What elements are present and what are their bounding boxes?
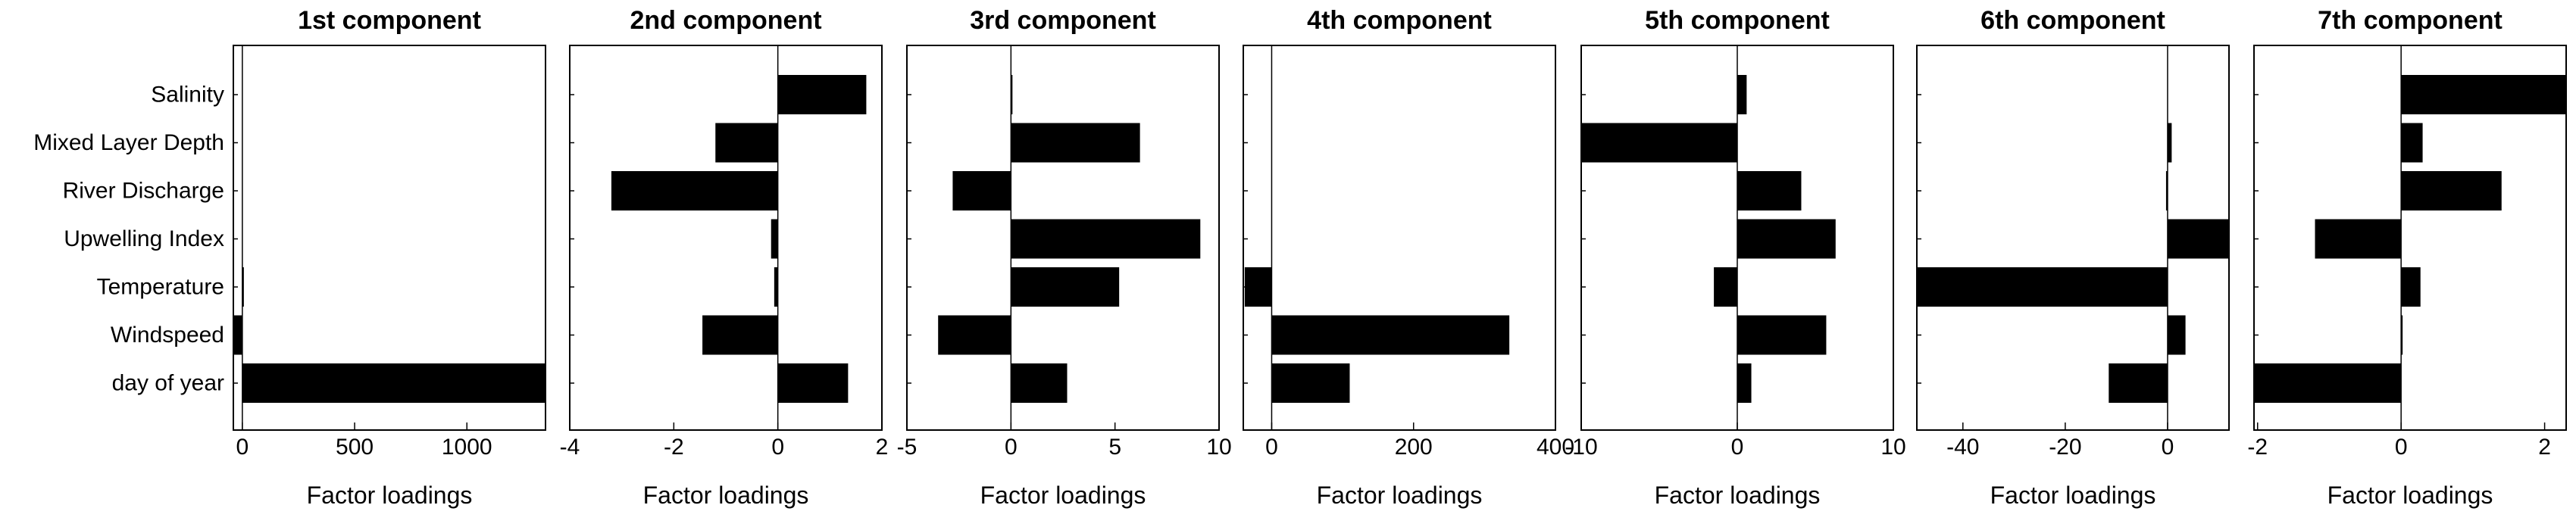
bar (1244, 267, 1272, 307)
x-axis-label: Factor loadings (1317, 482, 1483, 509)
bar (2167, 219, 2229, 259)
bar (2167, 315, 2186, 355)
panel-title: 1st component (298, 6, 481, 35)
x-axis-label: Factor loadings (1990, 482, 2156, 509)
x-tick-label: 0 (2162, 435, 2174, 460)
bar (2401, 267, 2421, 307)
bar (2401, 171, 2502, 210)
bar (2315, 219, 2402, 259)
x-tick-label: 200 (1395, 435, 1433, 460)
x-tick-label: 500 (336, 435, 374, 460)
plot-frame (233, 45, 546, 431)
x-axis-label: Factor loadings (2327, 482, 2493, 509)
x-tick-label: -5 (897, 435, 918, 460)
bar (2401, 123, 2423, 163)
bar (1011, 363, 1068, 403)
x-axis-label: Factor loadings (980, 482, 1146, 509)
bar (1011, 219, 1201, 259)
bar (2165, 171, 2168, 210)
category-label: Salinity (151, 83, 224, 108)
x-axis-label: Factor loadings (1655, 482, 1821, 509)
x-tick-label: -40 (1946, 435, 1979, 460)
bar (1737, 219, 1836, 259)
bar (1271, 315, 1510, 355)
x-tick-label: 5 (1108, 435, 1121, 460)
bar (2401, 315, 2403, 355)
bar (1011, 267, 1120, 307)
bar (1737, 171, 1802, 210)
bar (777, 75, 867, 114)
plot-frame (1916, 45, 2230, 431)
bar (777, 363, 849, 403)
bar (2401, 75, 2566, 114)
bar (2109, 363, 2168, 403)
x-tick-label: 0 (1731, 435, 1744, 460)
plot-frame (2253, 45, 2567, 431)
x-tick-label: -10 (1565, 435, 1597, 460)
x-axis-label: Factor loadings (307, 482, 473, 509)
x-tick-label: 0 (1265, 435, 1278, 460)
bar (1581, 123, 1737, 163)
x-tick-label: 400 (1537, 435, 1574, 460)
category-label: day of year (112, 371, 224, 396)
x-tick-label: 0 (771, 435, 784, 460)
bar (242, 363, 546, 403)
bar (1737, 315, 1827, 355)
bar (611, 171, 778, 210)
bar (715, 123, 778, 163)
x-tick-label: -2 (2247, 435, 2268, 460)
x-tick-label: 0 (1005, 435, 1018, 460)
x-tick-label: 2 (876, 435, 889, 460)
panel-title: 6th component (1980, 6, 2165, 35)
bar (1011, 123, 1140, 163)
bar (1737, 363, 1752, 403)
bar (774, 267, 778, 307)
x-tick-label: 1000 (442, 435, 492, 460)
panel-title: 4th component (1307, 6, 1492, 35)
x-tick-label: -20 (2049, 435, 2081, 460)
bar (2254, 363, 2402, 403)
x-tick-label: 10 (1206, 435, 1231, 460)
bar (938, 315, 1011, 355)
panel-title: 3rd component (970, 6, 1156, 35)
bar (952, 171, 1011, 210)
plot-frame (906, 45, 1220, 431)
bar (1737, 75, 1747, 114)
x-tick-label: 0 (2395, 435, 2408, 460)
x-tick-label: -4 (560, 435, 580, 460)
bar (1714, 267, 1737, 307)
category-label: Temperature (97, 275, 224, 300)
x-tick-label: 2 (2538, 435, 2551, 460)
panel-title: 2nd component (630, 6, 821, 35)
bar (2167, 123, 2172, 163)
bar (771, 219, 778, 259)
bar (1011, 75, 1013, 114)
plot-frame (1243, 45, 1556, 431)
x-tick-label: -2 (664, 435, 684, 460)
plot-frame (569, 45, 883, 431)
category-label: Windspeed (111, 323, 224, 348)
panel-title: 7th component (2318, 6, 2503, 35)
bar (702, 315, 778, 355)
x-axis-label: Factor loadings (643, 482, 809, 509)
category-label: River Discharge (63, 179, 224, 204)
category-label: Upwelling Index (64, 226, 224, 251)
bar (242, 267, 244, 307)
x-tick-label: 10 (1880, 435, 1905, 460)
panel-title: 5th component (1645, 6, 1830, 35)
bar (1917, 267, 2168, 307)
bar (1271, 363, 1350, 403)
category-label: Mixed Layer Depth (33, 130, 224, 155)
x-tick-label: 0 (236, 435, 249, 460)
